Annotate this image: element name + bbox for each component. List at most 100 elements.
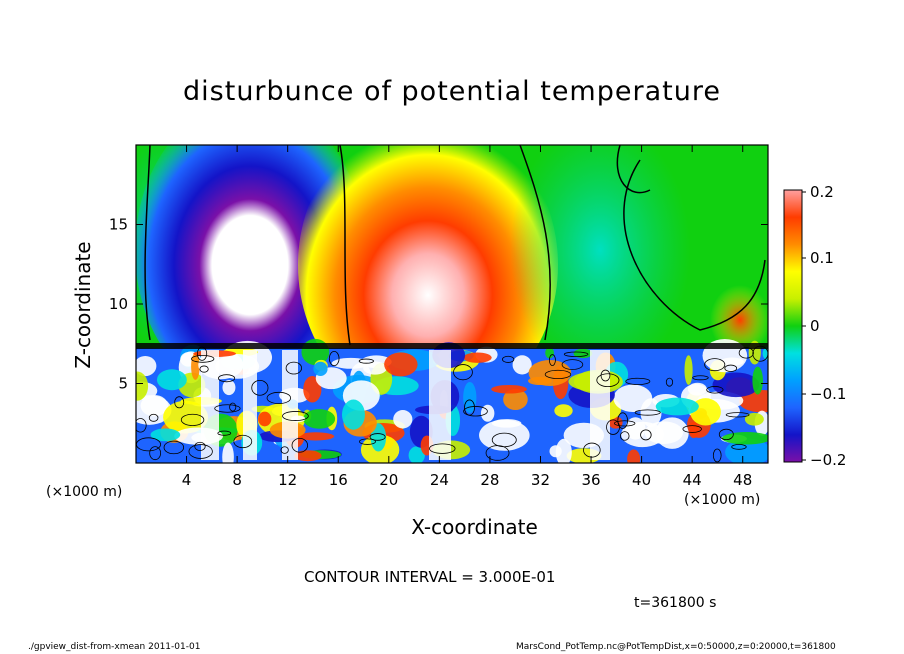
turbulence-contour (199, 365, 209, 373)
turbulence-patch (222, 379, 236, 396)
x-unit-label-left: (×1000 m) (46, 484, 123, 500)
contour-line (616, 145, 651, 194)
x-tick-label: 20 (379, 471, 398, 489)
turbulence-contour (266, 391, 292, 405)
x-tick-label: 32 (531, 471, 550, 489)
turbulence-contour (682, 425, 702, 433)
turbulence-patch (408, 446, 425, 463)
colorbar (783, 189, 803, 463)
turbulence-contour (369, 433, 386, 441)
turbulence-contour (163, 440, 185, 455)
turbulence-column (201, 350, 219, 460)
turbulence-column (282, 350, 298, 460)
turbulence-contour (692, 375, 709, 381)
turbulence-patch (491, 384, 527, 394)
turbulence-contour (606, 419, 620, 435)
weak-negative-region (510, 145, 690, 380)
turbulence-contour (619, 431, 630, 441)
contour-interval: CONTOUR INTERVAL = 3.000E-01 (304, 568, 556, 586)
turbulence-contour (328, 350, 340, 367)
turbulence-patch (258, 411, 272, 427)
contour-line (144, 145, 151, 341)
y-tick-label: 15 (109, 216, 128, 234)
turbulence-contour (544, 369, 572, 380)
x-tick-label: 8 (232, 471, 242, 489)
turbulence-contour (502, 355, 515, 363)
turbulence-contour (634, 409, 661, 416)
turbulence-contour (251, 379, 269, 396)
turbulence-contour (731, 444, 747, 450)
colorbar-tick-label: −0.2 (810, 451, 846, 469)
turbulence-patch (744, 412, 764, 426)
turbulence-contour (706, 386, 724, 394)
turbulence-contour (463, 406, 488, 417)
colorbar-tick-label: 0.1 (810, 249, 834, 267)
turbulence-contour (640, 429, 652, 441)
turbulence-patch (684, 355, 693, 385)
turbulence-patch (140, 394, 169, 417)
turbulence-patch (136, 355, 157, 377)
turbulence-contour (174, 396, 185, 409)
colorbar-tick-label: 0 (810, 317, 820, 335)
turbulence-contour (148, 413, 159, 422)
turbulence-patch (463, 352, 492, 363)
turbulence-patch (297, 432, 335, 441)
turbulence-contour (194, 441, 206, 451)
x-tick-label: 40 (632, 471, 651, 489)
turbulence-contour (491, 432, 517, 448)
turbulence-patch (136, 371, 149, 401)
turbulence-patch (156, 369, 187, 391)
turbulence-contour (218, 374, 236, 383)
turbulence-patch (479, 419, 530, 451)
x-tick-label: 36 (581, 471, 600, 489)
chart-title: disturbunce of potential temperature (183, 76, 721, 107)
turbulence-contour (596, 373, 620, 388)
x-tick-label: 24 (430, 471, 449, 489)
turbulence-patch (528, 359, 572, 386)
turbulence-contour (180, 413, 205, 426)
colorbar-tick-label: 0.2 (810, 183, 834, 201)
turbulence-contour (561, 359, 584, 370)
turbulence-contour (229, 402, 237, 412)
turbulence-contour (188, 444, 213, 459)
turbulence-contour (359, 438, 376, 445)
turbulence-contour (453, 364, 473, 381)
turbulence-patches (136, 338, 768, 463)
y-tick-label: 10 (109, 295, 128, 313)
x-tick-label: 28 (480, 471, 499, 489)
interface-band (136, 343, 768, 349)
turbulence-patch (191, 352, 200, 380)
x-tick-label: 44 (683, 471, 702, 489)
turbulence-patch (341, 399, 365, 430)
turbulence-patch (384, 352, 418, 377)
turbulence-patch (303, 376, 322, 403)
turbulence-contour (429, 443, 456, 454)
turbulence-contour (613, 420, 636, 427)
turbulence-column (590, 350, 610, 460)
turbulence-patch (573, 348, 593, 359)
turbulence-contour (217, 430, 232, 436)
turbulence-contour (233, 434, 253, 449)
x-ticks: 4 8 12 16 20 24 28 32 36 40 44 48 (182, 145, 752, 489)
turbulence-patch (687, 382, 707, 396)
turbulence-column (429, 350, 451, 460)
turbulence-contour (563, 351, 589, 357)
turbulence-patch (150, 428, 181, 442)
right-warm-spot (710, 285, 768, 355)
turbulence-column (243, 350, 257, 460)
turbulence-contour (665, 377, 674, 387)
turbulence-patch (554, 404, 573, 418)
turbulence-patch (331, 357, 370, 369)
turbulence-contour (548, 354, 556, 366)
contour-line (339, 145, 351, 346)
turbulence-contour (191, 354, 215, 363)
turbulence-patch (722, 432, 768, 445)
y-tick-label: 5 (118, 375, 128, 393)
turbulence-patch (503, 388, 528, 411)
x-tick-label: 4 (182, 471, 192, 489)
turbulence-contour (282, 411, 309, 421)
footer-left: ./gpview_dist-from-xmean 2011-01-01 (28, 642, 201, 652)
y-ticks: 5 10 15 (109, 216, 768, 393)
turbulence-contour (704, 358, 726, 372)
